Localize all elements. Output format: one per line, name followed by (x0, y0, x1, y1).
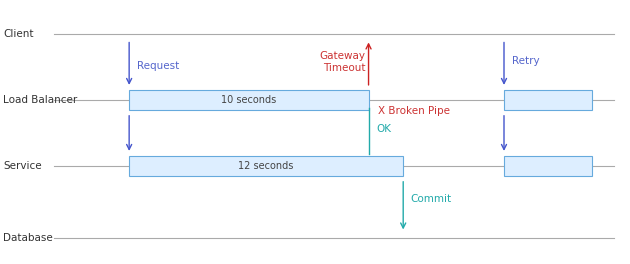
Text: Load Balancer: Load Balancer (3, 95, 77, 105)
Bar (129, 90, 369, 110)
Text: 12 seconds: 12 seconds (239, 161, 294, 171)
Text: Client: Client (3, 29, 33, 39)
Text: Service: Service (3, 161, 42, 171)
Text: Retry: Retry (512, 56, 539, 66)
Text: Database: Database (3, 233, 53, 243)
Bar (129, 156, 403, 176)
Text: 10 seconds: 10 seconds (221, 95, 277, 105)
Text: Commit: Commit (411, 194, 452, 204)
Text: Request: Request (137, 61, 179, 71)
Bar (504, 90, 592, 110)
Text: X Broken Pipe: X Broken Pipe (378, 106, 450, 116)
Text: Gateway
Timeout: Gateway Timeout (319, 51, 365, 73)
Text: OK: OK (376, 124, 391, 134)
Bar (504, 156, 592, 176)
